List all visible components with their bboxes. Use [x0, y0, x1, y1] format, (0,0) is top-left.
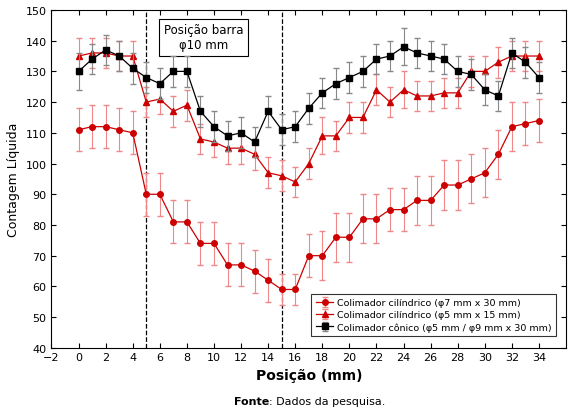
- Legend: Colimador cilíndrico (φ7 mm x 30 mm), Colimador cilíndrico (φ5 mm x 15 mm), Coli: Colimador cilíndrico (φ7 mm x 30 mm), Co…: [311, 294, 556, 337]
- X-axis label: Posição (mm): Posição (mm): [256, 368, 362, 382]
- Text: Fonte: Fonte: [234, 396, 269, 406]
- Y-axis label: Contagem Líquida: Contagem Líquida: [7, 122, 20, 236]
- Text: Posição barra
φ10 mm: Posição barra φ10 mm: [163, 25, 243, 52]
- Text: : Dados da pesquisa.: : Dados da pesquisa.: [269, 396, 386, 406]
